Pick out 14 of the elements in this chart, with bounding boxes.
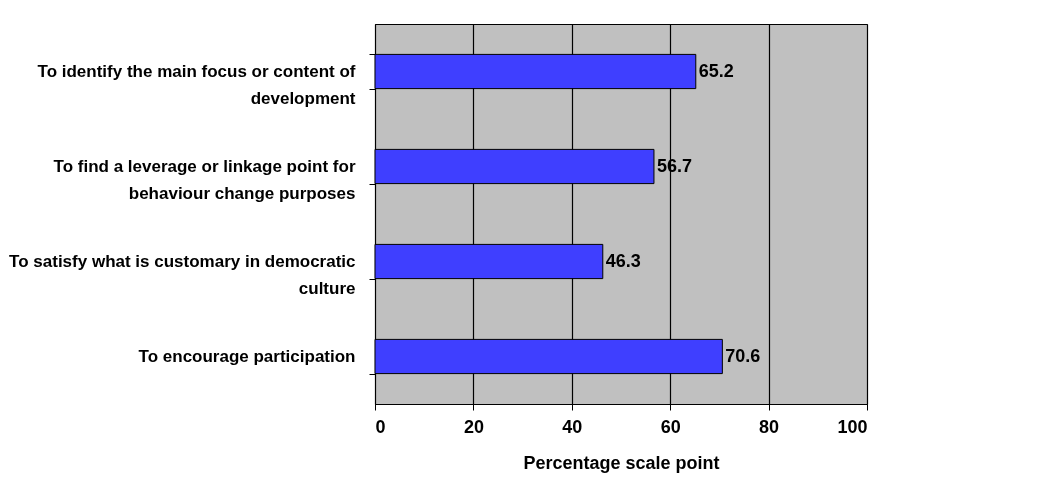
x-tick-label: 20 [463, 416, 484, 437]
data-label: 46.3 [605, 250, 641, 271]
data-label: 65.2 [698, 60, 734, 81]
x-tick-label: 40 [562, 416, 583, 437]
x-tick-label: 60 [660, 416, 681, 437]
y-tick-label: To find a leverage or linkage point for behaviour change purposes [53, 157, 356, 203]
x-tick-label: 0 [375, 416, 386, 437]
x-tick-label: 80 [759, 416, 780, 437]
x-axis-title: Percentage scale point [523, 452, 720, 473]
x-tick-label: 100 [837, 416, 868, 437]
y-tick-label: To encourage participation [138, 347, 356, 366]
y-tick-label: To satisfy what is customary in democratic culture [9, 252, 356, 298]
data-label: 70.6 [725, 345, 761, 366]
y-tick-label: To identify the main focus or content of development [37, 62, 356, 108]
